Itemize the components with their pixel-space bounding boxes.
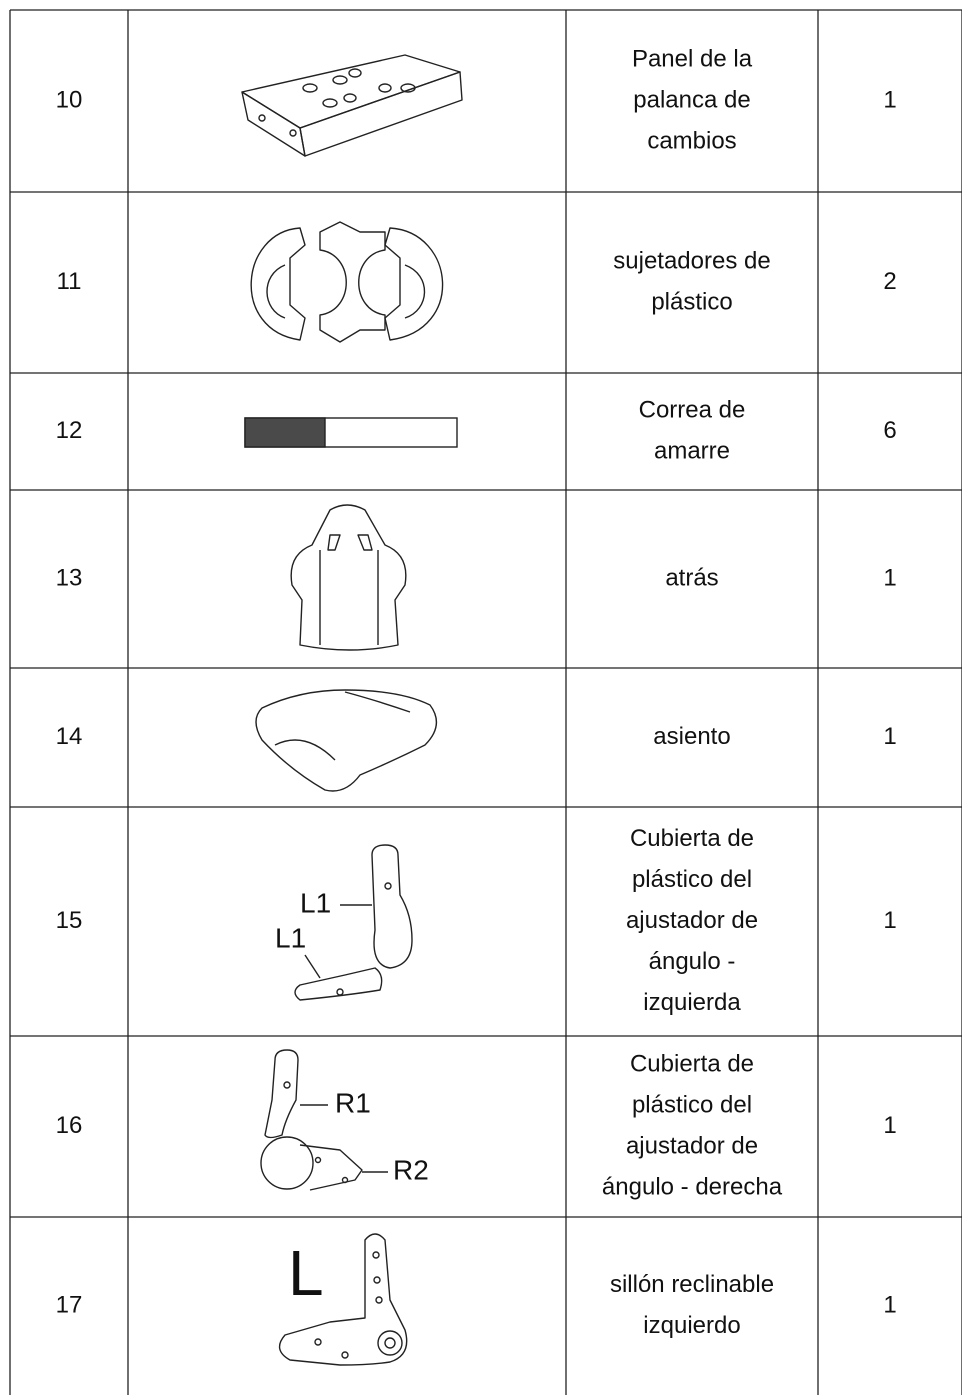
item-description: ángulo - derecha bbox=[602, 1173, 783, 1200]
item-number: 14 bbox=[56, 723, 83, 750]
item-description: ángulo - bbox=[649, 948, 736, 975]
item-quantity: 1 bbox=[883, 1112, 896, 1139]
item-description: plástico del bbox=[632, 866, 752, 893]
item-quantity: 1 bbox=[883, 907, 896, 934]
item-quantity: 1 bbox=[883, 564, 896, 591]
item-quantity: 2 bbox=[883, 268, 896, 295]
item-description: ajustador de bbox=[626, 907, 758, 934]
right-angle-cover: R1 R2 bbox=[260, 1049, 429, 1191]
item-number: 15 bbox=[56, 907, 83, 934]
item-description: cambios bbox=[647, 127, 736, 154]
item-number: 10 bbox=[56, 86, 83, 113]
item-number: 17 bbox=[56, 1291, 83, 1318]
seat bbox=[255, 689, 438, 792]
item-quantity: 1 bbox=[883, 723, 896, 750]
callout: R1 bbox=[335, 1087, 371, 1118]
item-description: atrás bbox=[665, 564, 718, 591]
item-description: asiento bbox=[653, 723, 730, 750]
callout: R2 bbox=[393, 1154, 429, 1185]
item-description: plástico del bbox=[632, 1091, 752, 1118]
item-number: 13 bbox=[56, 564, 83, 591]
item-number: 16 bbox=[56, 1112, 83, 1139]
item-quantity: 1 bbox=[883, 86, 896, 113]
item-description: palanca de bbox=[633, 86, 750, 113]
item-description: amarre bbox=[654, 437, 730, 464]
item-number: 11 bbox=[57, 268, 82, 295]
item-description: ajustador de bbox=[626, 1132, 758, 1159]
item-description: izquierdo bbox=[643, 1312, 740, 1339]
chair-back bbox=[290, 504, 407, 651]
item-description: Correa de bbox=[639, 396, 746, 423]
plastic-clamps bbox=[250, 221, 444, 343]
strap bbox=[244, 417, 458, 448]
callout: L bbox=[288, 1237, 324, 1309]
item-quantity: 6 bbox=[883, 417, 896, 444]
item-quantity: 1 bbox=[883, 1291, 896, 1318]
recliner: L bbox=[278, 1233, 408, 1366]
item-description: Cubierta de bbox=[630, 825, 754, 852]
item-description: sujetadores de bbox=[613, 247, 770, 274]
item-description: Panel de la bbox=[632, 45, 753, 72]
item-description: izquierda bbox=[643, 989, 741, 1016]
item-description: sillón reclinable bbox=[610, 1271, 774, 1298]
callout: L1 bbox=[275, 922, 306, 953]
shifter-panel bbox=[241, 54, 463, 157]
callout: L1 bbox=[300, 887, 331, 918]
illustrations: L1 L1 R1 R2 L bbox=[241, 54, 463, 1366]
item-description: Cubierta de bbox=[630, 1050, 754, 1077]
item-number: 12 bbox=[56, 417, 83, 444]
item-description: plástico bbox=[651, 288, 732, 315]
left-angle-cover: L1 L1 bbox=[275, 844, 413, 1001]
